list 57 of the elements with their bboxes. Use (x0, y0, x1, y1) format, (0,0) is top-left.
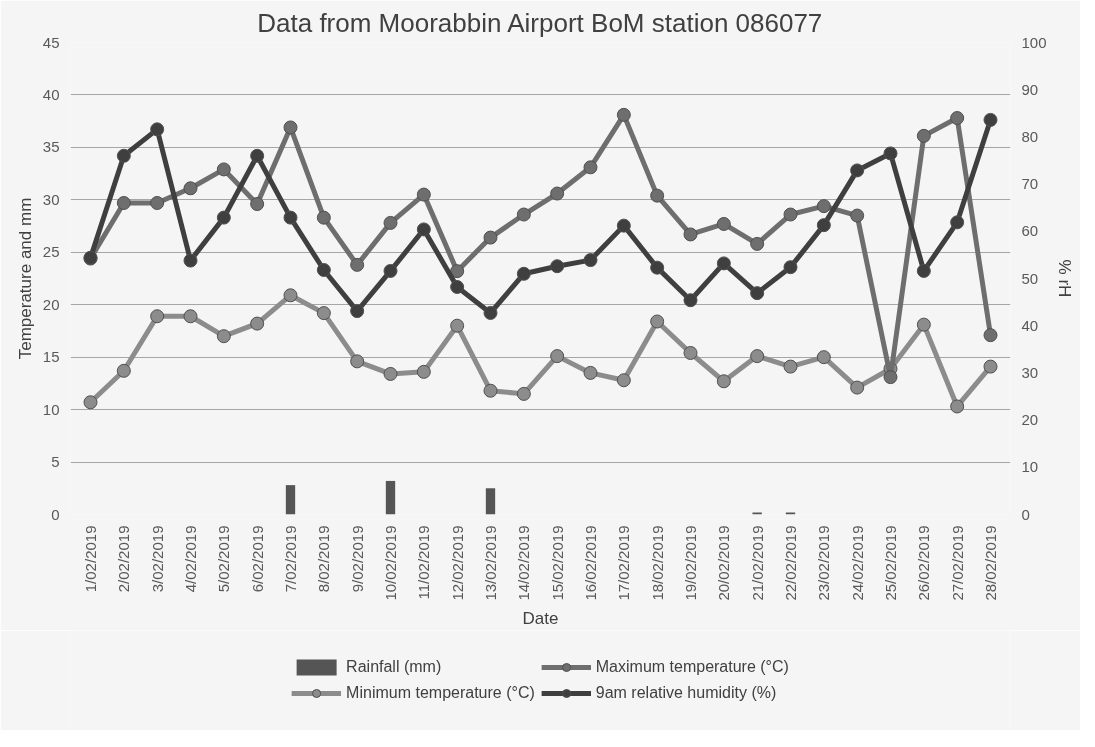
y-tick-label: 30 (42, 190, 60, 208)
legend-label: Minimum temperature (°C) (346, 684, 535, 702)
y2-tick-label: 0 (1021, 505, 1030, 523)
y2-tick-label: 60 (1021, 222, 1039, 240)
legend-label: 9am relative humidity (%) (595, 684, 777, 702)
x-tick-label: 21/02/2019 (748, 525, 766, 601)
y2-tick-label: 40 (1021, 316, 1039, 334)
y-tick-label: 15 (42, 348, 60, 366)
x-tick-label: 23/02/2019 (815, 525, 833, 601)
legend-label: Rainfall (mm) (346, 658, 442, 676)
x-tick-label: 12/02/2019 (448, 525, 466, 601)
x-tick-label: 17/02/2019 (615, 525, 633, 601)
x-tick-label: 18/02/2019 (648, 525, 666, 601)
y-tick-label: 45 (42, 33, 60, 51)
y2-tick-label: 70 (1021, 175, 1039, 193)
y-tick-label: 40 (42, 85, 60, 103)
x-tick-label: 5/02/2019 (215, 525, 233, 593)
x-tick-label: 16/02/2019 (582, 525, 599, 601)
x-tick-label: 26/02/2019 (915, 525, 933, 601)
y2-tick-label: 80 (1021, 127, 1039, 145)
y-tick-label: 35 (42, 138, 60, 156)
x-tick-label: 11/02/2019 (415, 525, 433, 600)
y-tick-label: 5 (51, 453, 60, 471)
x-tick-label: 7/02/2019 (282, 525, 299, 593)
x-tick-label: 13/02/2019 (482, 525, 499, 601)
y2-tick-label: 10 (1021, 458, 1039, 476)
x-tick-label: 14/02/2019 (515, 525, 533, 601)
x-tick-label: 9/02/2019 (348, 525, 366, 593)
x-tick-label: 27/02/2019 (948, 525, 966, 601)
y2-axis-title: % rH (1054, 259, 1074, 298)
x-axis-title: Date (522, 608, 559, 628)
y2-tick-label: 30 (1021, 363, 1039, 381)
x-tick-label: 1/02/2019 (82, 525, 99, 593)
x-tick-label: 22/02/2019 (782, 525, 799, 601)
y-tick-label: 0 (51, 505, 60, 523)
y2-tick-label: 20 (1021, 411, 1039, 429)
x-tick-label: 6/02/2019 (248, 525, 266, 593)
x-tick-label: 4/02/2019 (182, 525, 199, 593)
chart-title: Data from Moorabbin Airport BoM station 086077 (257, 7, 823, 38)
y2-tick-label: 50 (1021, 269, 1039, 287)
y2-tick-label: 90 (1021, 80, 1039, 98)
y2-tick-label: 100 (1021, 33, 1047, 51)
x-tick-label: 8/02/2019 (315, 525, 333, 593)
x-tick-label: 2/02/2019 (115, 525, 133, 593)
x-tick-label: 25/02/2019 (882, 525, 899, 601)
x-tick-label: 3/02/2019 (148, 525, 166, 593)
x-tick-label: 24/02/2019 (848, 525, 866, 601)
x-tick-label: 28/02/2019 (982, 525, 999, 601)
x-tick-label: 10/02/2019 (382, 525, 399, 601)
y-tick-label: 20 (42, 295, 60, 313)
legend-label: Maximum temperature (°C) (595, 658, 789, 676)
y-tick-label: 25 (42, 243, 60, 261)
y-axis-title: Temperature and mm (15, 197, 35, 360)
x-tick-label: 20/02/2019 (715, 525, 733, 601)
y-tick-label: 10 (42, 400, 60, 418)
x-tick-label: 15/02/2019 (548, 525, 566, 601)
x-tick-label: 19/02/2019 (682, 525, 699, 601)
